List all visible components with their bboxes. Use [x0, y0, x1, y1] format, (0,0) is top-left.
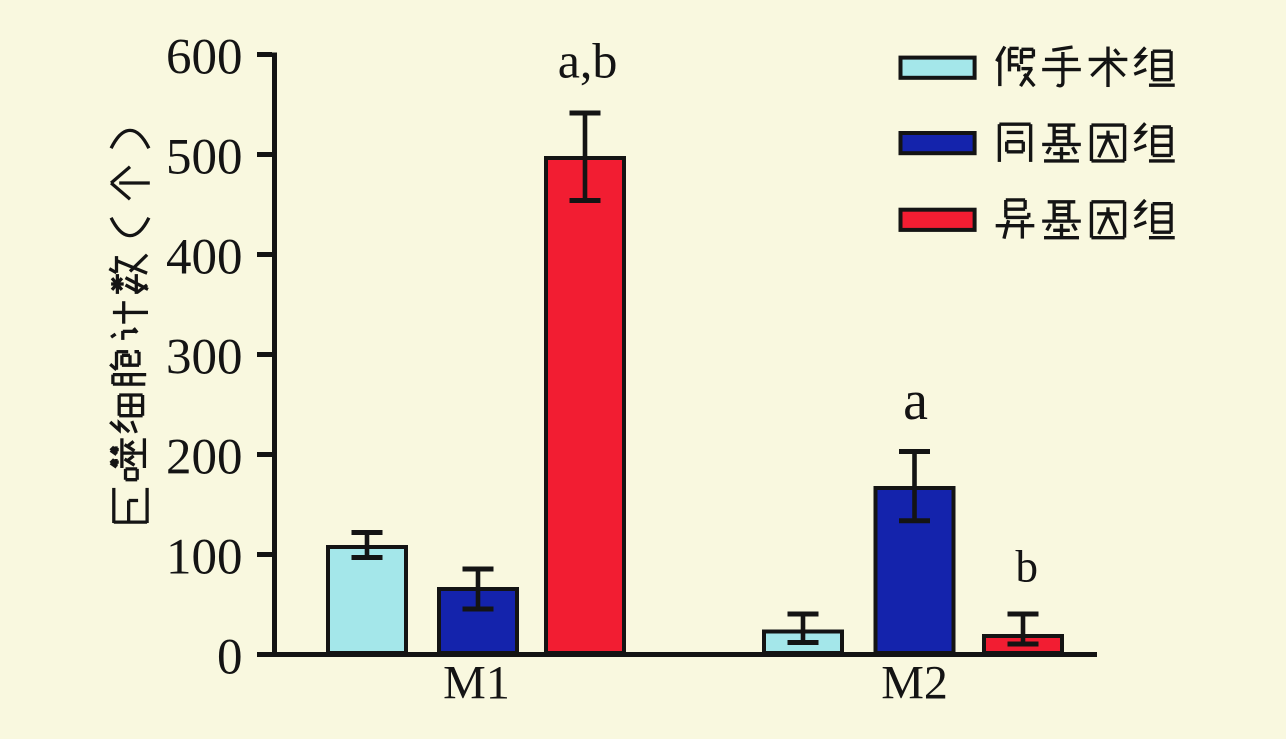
svg-text:a: a: [903, 370, 928, 432]
svg-text:b: b: [1015, 542, 1038, 592]
svg-text:100: 100: [166, 530, 243, 586]
svg-text:500: 500: [166, 130, 243, 186]
svg-text:M2: M2: [881, 657, 948, 710]
svg-text:0: 0: [217, 630, 243, 686]
svg-text:600: 600: [166, 30, 243, 86]
svg-text:400: 400: [166, 230, 243, 286]
svg-text:a,b: a,b: [558, 33, 618, 89]
svg-text:300: 300: [166, 330, 243, 386]
svg-text:M1: M1: [443, 657, 510, 710]
svg-text:200: 200: [166, 430, 243, 486]
